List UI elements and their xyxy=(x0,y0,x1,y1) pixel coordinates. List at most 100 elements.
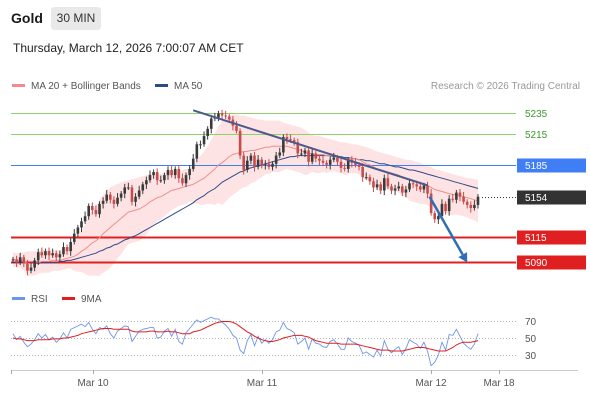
candle-body xyxy=(33,260,36,268)
candle-body xyxy=(220,113,224,116)
candle-body xyxy=(58,254,62,258)
candle-body xyxy=(354,162,357,165)
candle-body xyxy=(112,199,116,204)
candle-body xyxy=(328,159,332,165)
rsi-tick-50: 50 xyxy=(525,334,537,345)
legend-ma50: MA 50 xyxy=(155,81,202,92)
candle-body xyxy=(401,186,404,193)
candle-body xyxy=(411,183,415,185)
candle-body xyxy=(181,178,184,184)
candle-body xyxy=(109,194,112,200)
candle-body xyxy=(51,253,54,256)
candle-body xyxy=(253,155,256,167)
candle-body xyxy=(202,136,206,145)
candle-body xyxy=(137,190,141,197)
candle-body xyxy=(379,184,382,191)
candle-body xyxy=(217,113,220,118)
candle-body xyxy=(325,162,328,165)
candle-body xyxy=(54,253,58,258)
level-label-5235: 5235 xyxy=(525,109,548,120)
candle-body xyxy=(444,203,447,212)
candle-body xyxy=(80,221,83,228)
ma50-swatch xyxy=(155,83,168,87)
candle-body xyxy=(116,197,119,204)
forecast-arrow-head xyxy=(458,252,468,263)
candle-body xyxy=(289,139,292,141)
candle-body xyxy=(105,194,109,201)
candle-body xyxy=(415,184,419,187)
candle-body xyxy=(246,160,249,170)
rsi-line xyxy=(12,316,479,367)
candle-body xyxy=(130,187,134,202)
rsi-tick-70: 70 xyxy=(525,317,537,328)
candle-body xyxy=(364,177,368,179)
candle-body xyxy=(224,115,227,117)
candle-body xyxy=(191,158,195,169)
candle-body xyxy=(321,160,325,163)
legend-ma50-label: MA 50 xyxy=(174,81,203,92)
timeframe-button[interactable]: 30 MIN xyxy=(51,7,101,30)
candle-body xyxy=(285,137,289,140)
rsi-ma9-line xyxy=(12,321,479,352)
candle-body xyxy=(274,155,278,164)
legend-ma9-label: 9MA xyxy=(81,294,102,305)
candle-body xyxy=(404,189,408,193)
candle-body xyxy=(18,257,22,263)
candle-body xyxy=(382,178,386,191)
candle-body xyxy=(170,169,173,176)
level-label-5215: 5215 xyxy=(525,130,548,141)
time-tick-label: Mar 11 xyxy=(247,378,278,389)
candle-body xyxy=(209,118,213,129)
candle-body xyxy=(195,144,199,159)
candle-body xyxy=(148,175,152,181)
candle-body xyxy=(127,187,130,189)
candle-body xyxy=(455,192,458,200)
candle-body xyxy=(314,153,318,159)
candle-body xyxy=(123,187,127,194)
candle-body xyxy=(440,203,444,217)
legend-ma9: 9MA xyxy=(62,294,102,305)
candle-body xyxy=(26,263,29,271)
candle-body xyxy=(159,180,163,182)
candle-body xyxy=(47,251,51,256)
candle-body xyxy=(184,175,188,184)
candle-body xyxy=(119,193,123,198)
candle-body xyxy=(422,185,426,190)
candle-body xyxy=(260,159,264,165)
candle-body xyxy=(437,216,440,220)
candle-body xyxy=(101,200,105,204)
candle-body xyxy=(465,201,469,205)
candle-body xyxy=(177,168,181,179)
candle-body xyxy=(336,157,339,162)
time-tick-label: Mar 10 xyxy=(77,378,109,389)
candle-body xyxy=(303,150,307,154)
level-label-5090: 5090 xyxy=(525,258,548,269)
candles-group xyxy=(11,109,480,276)
candle-body xyxy=(40,252,44,256)
level-label-5185: 5185 xyxy=(525,161,548,172)
ma9-swatch xyxy=(62,296,75,300)
chart-timestamp: Thursday, March 12, 2026 7:00:07 AM CET xyxy=(13,41,244,55)
level-badge-5185 xyxy=(517,158,586,173)
candle-body xyxy=(447,198,451,212)
candle-body xyxy=(94,210,98,215)
candle-body xyxy=(11,259,15,261)
level-badge-5090 xyxy=(517,255,586,270)
candle-body xyxy=(242,155,245,170)
candle-body xyxy=(98,203,101,215)
candle-body xyxy=(69,241,72,252)
candle-body xyxy=(451,198,455,200)
candle-body xyxy=(282,137,285,153)
candle-body xyxy=(145,180,148,185)
candle-body xyxy=(361,166,364,178)
candle-body xyxy=(343,167,346,169)
candle-body xyxy=(278,152,282,156)
time-tick-label: Mar 12 xyxy=(415,378,447,389)
candle-body xyxy=(271,163,274,167)
level-label-5115: 5115 xyxy=(525,233,547,244)
candle-body xyxy=(141,184,145,191)
candle-body xyxy=(339,161,343,168)
candle-body xyxy=(318,158,321,161)
legend-ma20-label: MA 20 + Bollinger Bands xyxy=(31,81,141,92)
candle-body xyxy=(91,205,94,211)
